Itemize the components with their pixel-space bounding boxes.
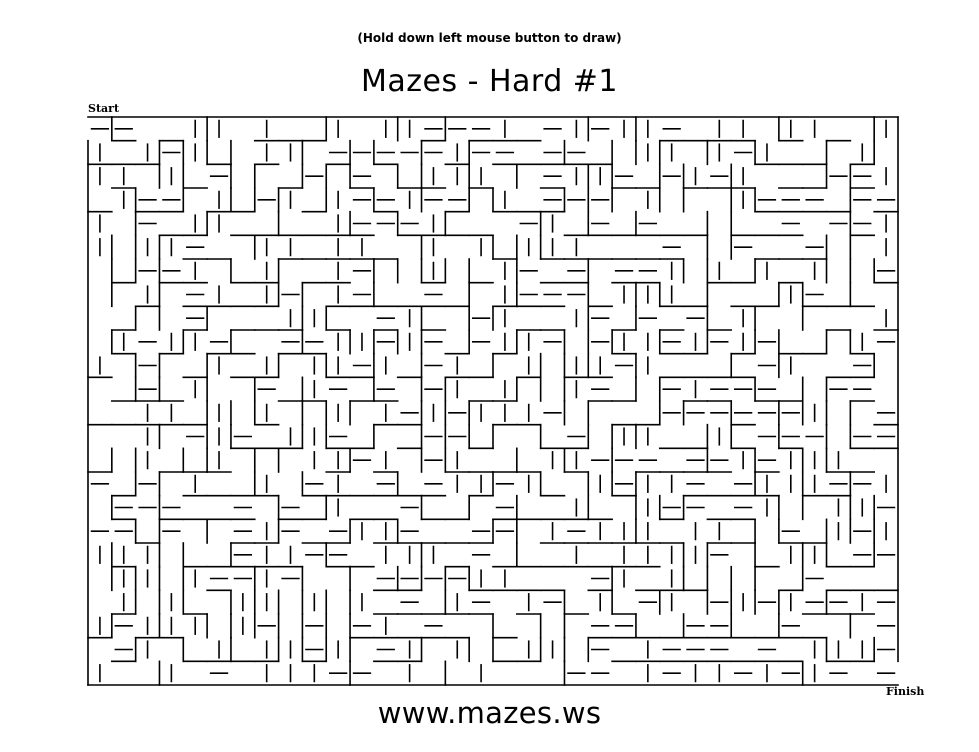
site-url[interactable]: www.mazes.ws xyxy=(377,696,602,730)
maze-drawing-canvas[interactable] xyxy=(86,115,900,687)
page-title: Mazes - Hard #1 xyxy=(360,64,619,99)
draw-instruction: (Hold down left mouse button to draw) xyxy=(357,31,622,45)
maze-start-label: Start xyxy=(88,102,120,115)
maze-finish-label: Finish xyxy=(886,685,925,698)
maze-walls xyxy=(87,116,899,686)
